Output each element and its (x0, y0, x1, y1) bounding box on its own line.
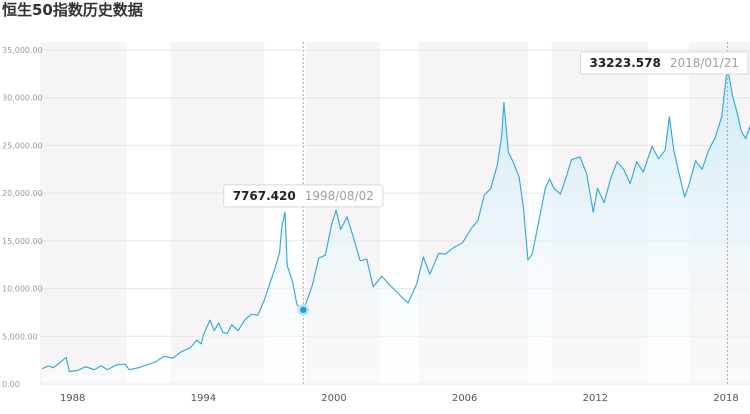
x-tick-label: 2018 (713, 393, 738, 404)
tooltip: 7767.420 1998/08/02 (223, 184, 384, 208)
tooltip-box (223, 184, 384, 208)
y-tick-label: 10,000.00 (2, 285, 43, 294)
series-line (41, 66, 750, 373)
y-tick-label: 30,000.00 (2, 94, 43, 103)
tooltip-date: 1998/08/02 (305, 189, 374, 203)
y-tick-label: 20,000.00 (2, 189, 43, 198)
tooltip-value: 7767.420 (233, 189, 296, 203)
tooltip: 33223.578 2018/01/21 (579, 51, 749, 75)
x-tick-label: 2012 (583, 393, 608, 404)
area-fill-group (42, 67, 750, 384)
x-tick-label: 2000 (321, 393, 346, 404)
chart-title: 恒生50指数历史数据 (2, 1, 143, 19)
y-axis: 0.00 5,000.00 10,000.00 15,000.00 20,000.00 2… (2, 46, 43, 389)
y-tick-label: 0.00 (2, 380, 20, 389)
background-band (40, 42, 128, 384)
tooltips: 7767.420 1998/08/02 33223.578 2018/01/21 (223, 42, 749, 384)
y-tick-label: 25,000.00 (2, 141, 43, 150)
x-tick-label: 1994 (191, 393, 216, 404)
tooltip-date: 2018/01/21 (670, 56, 739, 70)
tooltip-box (579, 51, 749, 75)
y-tick-label: 35,000.00 (2, 46, 43, 55)
x-tick-label: 1988 (60, 393, 85, 404)
series-line-group (41, 66, 750, 373)
x-axis: 1988 1994 2000 2006 2012 2018 (60, 393, 739, 404)
tooltip-value: 33223.578 (589, 56, 660, 70)
data-marker (297, 304, 310, 316)
x-tick-label: 2006 (452, 393, 477, 404)
y-tick-label: 5,000.00 (2, 332, 38, 341)
y-tick-label: 15,000.00 (2, 237, 43, 246)
area-fill (42, 67, 750, 384)
